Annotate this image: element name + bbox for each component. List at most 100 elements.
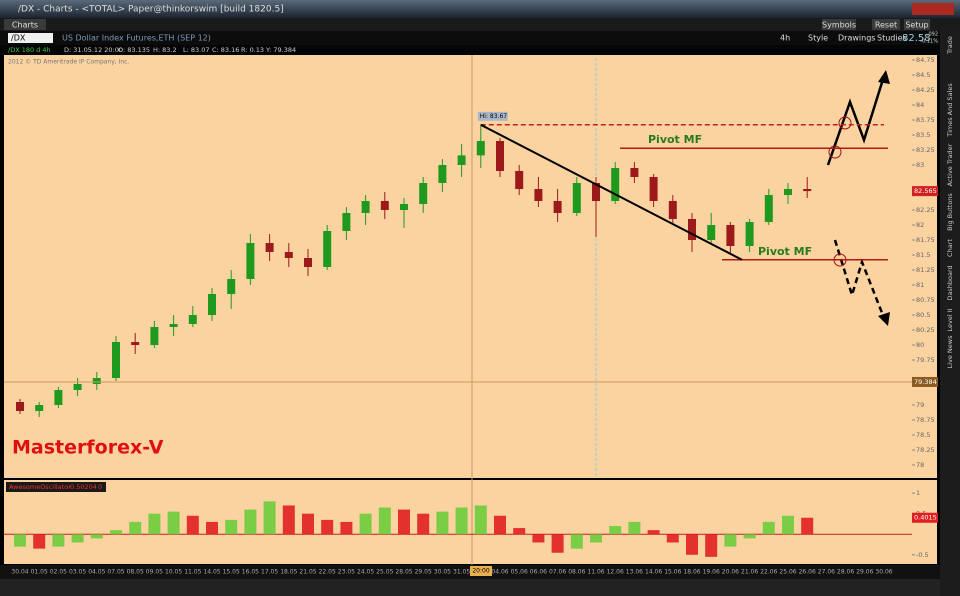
symbol: /DX [11, 34, 26, 43]
scrollbar[interactable] [0, 579, 940, 596]
candle-body [92, 378, 101, 384]
y-tick-label: 80.5 [916, 311, 930, 319]
x-tick-label: 30.06 [875, 569, 892, 576]
window-controls[interactable] [912, 3, 954, 15]
trend-line [480, 123, 743, 261]
button[interactable] [872, 19, 900, 30]
x-tick-label: 29.06 [856, 569, 873, 576]
x-tick-label: 21.06 [741, 569, 758, 576]
candle-body [630, 168, 639, 177]
crosshair-badge [912, 376, 938, 387]
crosshair-value: 79.384 [914, 378, 937, 386]
y-tick-label: 79 [916, 401, 924, 409]
candle-body [265, 243, 274, 252]
tool[interactable]: Studies [877, 34, 907, 43]
y-tick-label: 81.25 [916, 266, 935, 274]
y-tick-label: 84.75 [916, 56, 935, 64]
tool[interactable]: Drawings [838, 34, 875, 43]
oscillator-bar [762, 521, 775, 535]
candle-body [668, 201, 677, 219]
side-tab[interactable]: Active Trader [946, 143, 954, 186]
candle-body [553, 201, 562, 213]
x-tick-label: 27.06 [818, 569, 835, 576]
tab-label: Charts [12, 21, 38, 30]
side-tab[interactable]: Chart [946, 239, 954, 257]
study-value: 0.50204 [70, 483, 97, 491]
candle-body [380, 201, 389, 210]
oscillator-bar [167, 511, 180, 535]
candle-body [572, 183, 581, 213]
tool[interactable]: Style [808, 34, 828, 43]
oscillator-bar [129, 521, 142, 535]
x-tick-label: 28.05 [395, 569, 412, 576]
oscillator-bar [494, 515, 506, 535]
change: -.092 [925, 32, 938, 38]
side-tab[interactable]: Live News [946, 335, 954, 369]
value-badge [912, 512, 938, 523]
x-tick-label: 05.06 [511, 569, 528, 576]
button[interactable] [822, 19, 856, 30]
button[interactable] [904, 19, 930, 30]
side-tab[interactable]: Trade [946, 36, 954, 55]
y-tick-label: 79.75 [916, 356, 935, 364]
title-bar [0, 0, 960, 18]
window-title: /DX - Charts - <TOTAL> Paper@thinkorswim… [18, 5, 284, 15]
symbol-input[interactable] [8, 33, 53, 43]
oscillator-bar [532, 534, 545, 543]
oscillator-bar [609, 526, 622, 535]
y-tick-label: 81.5 [916, 251, 930, 259]
oscillator-bar [705, 534, 718, 557]
study-value: 0 [98, 483, 102, 491]
oscillator-bar [186, 515, 199, 535]
candle-body [764, 195, 773, 222]
candle-body [611, 168, 620, 201]
candle-body [688, 219, 696, 240]
high-label: Hi: 83.67 [480, 113, 507, 120]
x-tick-label: 11.06 [587, 569, 604, 576]
y-tick-label: 83 [916, 161, 924, 169]
oscillator-bar [148, 513, 161, 535]
pivot-label: Pivot MF [648, 133, 702, 146]
side-tab[interactable]: Dashboard [946, 265, 954, 300]
oscillator-bar [378, 507, 391, 535]
candle-body [54, 390, 63, 405]
arrow-head [878, 312, 890, 326]
symbol-bar [0, 31, 940, 45]
oscillator-bar [225, 519, 238, 535]
x-tick-label: 26.06 [799, 569, 816, 576]
y-tick-label: -0.5 [916, 551, 929, 559]
oscillator-bar [417, 513, 430, 535]
aggregation[interactable]: 4h [780, 34, 790, 43]
candle-body [592, 183, 600, 201]
oscillator-bar [359, 513, 372, 535]
y-tick-label: 82.25 [916, 206, 935, 214]
side-tab[interactable]: Times And Sales [946, 83, 954, 138]
candle-body [150, 327, 159, 345]
side-panel [940, 31, 960, 596]
study-label-bg [6, 482, 106, 492]
x-tick-label: 07.05 [107, 569, 124, 576]
oscillator-bar [206, 521, 218, 535]
side-tab[interactable]: Level II [946, 308, 954, 331]
y-tick-label: 80.75 [916, 296, 935, 304]
high-badge [477, 111, 508, 121]
y-tick-label: 1 [916, 489, 920, 497]
scenario-arrow [833, 239, 886, 319]
y-tick-label: 84.5 [916, 71, 930, 79]
y-tick-label: 78.75 [916, 416, 935, 424]
tab[interactable] [4, 19, 46, 30]
x-tick-label: 11.05 [184, 569, 201, 576]
candle-body [726, 225, 735, 246]
y-tick-label: 83.75 [916, 116, 935, 124]
info-field: H: 83.2 [153, 46, 177, 54]
oscillator-bar [90, 534, 103, 539]
x-tick-label: 18.05 [280, 569, 297, 576]
candle-body [745, 222, 754, 246]
side-tab[interactable]: Big Buttons [946, 193, 954, 231]
arrow-head [878, 70, 890, 84]
x-tick-label: 29.05 [415, 569, 432, 576]
oscillator-bar [513, 528, 526, 535]
candle-body [112, 342, 120, 378]
marker-circle [838, 116, 852, 130]
